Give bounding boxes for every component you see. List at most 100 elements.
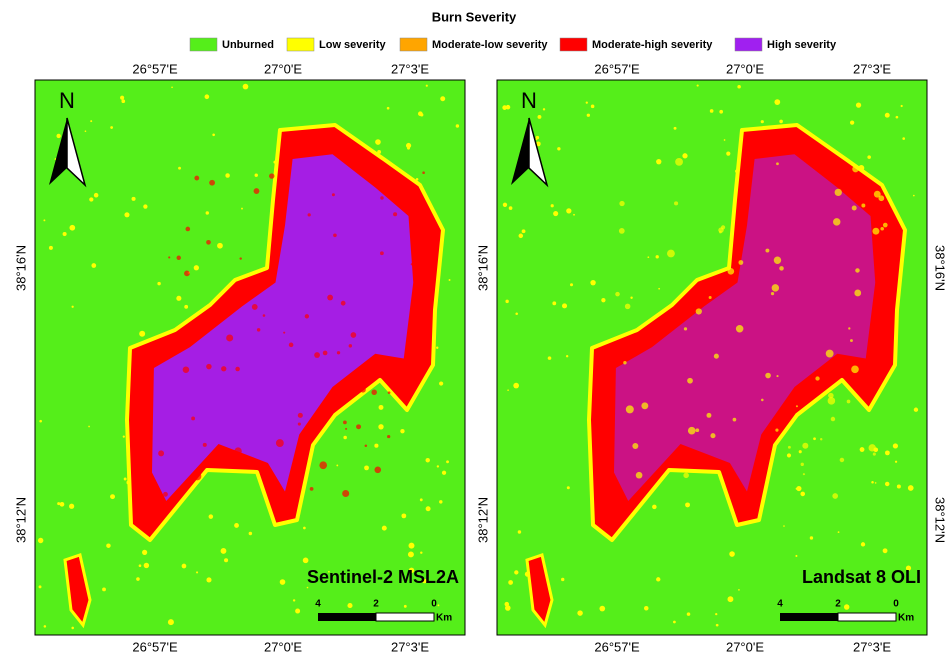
speck bbox=[709, 109, 714, 113]
burn-speck bbox=[851, 365, 859, 374]
speck bbox=[774, 99, 781, 105]
scale-label: 0 bbox=[431, 599, 437, 610]
north-arrow-right bbox=[528, 117, 549, 188]
longitude-label: 27°0'E bbox=[264, 639, 302, 654]
speck bbox=[884, 481, 890, 487]
speck bbox=[69, 224, 76, 231]
burn-speck bbox=[206, 239, 211, 245]
burn-speck bbox=[706, 412, 712, 418]
speck bbox=[122, 435, 125, 438]
burn-speck bbox=[800, 462, 804, 466]
burn-speck bbox=[342, 489, 350, 498]
speck bbox=[43, 625, 47, 628]
scale-label: 2 bbox=[373, 599, 379, 610]
speck bbox=[37, 537, 44, 544]
speck bbox=[328, 570, 330, 573]
speck bbox=[535, 135, 540, 140]
speck bbox=[517, 530, 522, 534]
speck bbox=[566, 208, 572, 214]
speck bbox=[48, 245, 53, 250]
speck bbox=[195, 571, 199, 574]
speck bbox=[905, 565, 912, 571]
burn-speck bbox=[176, 255, 181, 260]
burn-speck bbox=[340, 390, 343, 393]
legend-label: Moderate-low severity bbox=[432, 39, 548, 51]
burn-speck bbox=[380, 196, 384, 200]
burn-speck bbox=[262, 314, 266, 317]
speck bbox=[136, 577, 140, 581]
speck bbox=[843, 604, 850, 610]
burn-speck bbox=[343, 420, 347, 425]
burn-speck bbox=[795, 405, 798, 408]
speck bbox=[375, 139, 381, 145]
speck bbox=[439, 500, 443, 504]
burn-speck bbox=[852, 165, 859, 173]
scale-bar-light bbox=[375, 612, 435, 622]
speck bbox=[378, 424, 384, 430]
legend-swatch bbox=[559, 37, 588, 52]
speck bbox=[88, 425, 90, 428]
speck bbox=[184, 304, 189, 309]
speck bbox=[138, 564, 142, 568]
speck bbox=[102, 587, 106, 592]
speck bbox=[508, 580, 514, 585]
burn-speck bbox=[827, 397, 836, 405]
burn-speck bbox=[851, 205, 857, 211]
speck bbox=[306, 586, 309, 589]
speck bbox=[441, 470, 447, 475]
speck bbox=[292, 599, 296, 602]
speck bbox=[783, 525, 785, 527]
speck bbox=[436, 346, 439, 349]
speck bbox=[446, 460, 449, 464]
speck bbox=[38, 585, 42, 589]
speck bbox=[737, 85, 741, 89]
speck bbox=[302, 557, 309, 564]
speck bbox=[913, 407, 919, 412]
burn-speck bbox=[828, 392, 834, 399]
burn-speck bbox=[251, 304, 258, 310]
burn-speck bbox=[765, 372, 771, 379]
speck bbox=[894, 460, 898, 463]
burn-speck bbox=[415, 261, 422, 268]
burn-speck bbox=[307, 213, 311, 217]
speck bbox=[849, 120, 855, 125]
speck bbox=[336, 464, 339, 467]
burn-speck bbox=[182, 366, 190, 373]
speck bbox=[566, 486, 570, 490]
burn-core bbox=[152, 154, 414, 501]
burn-speck bbox=[695, 308, 702, 315]
longitude-label: 26°57'E bbox=[132, 639, 178, 654]
speck bbox=[408, 542, 415, 549]
burn-speck bbox=[873, 190, 881, 198]
speck bbox=[405, 142, 412, 149]
north-arrow-left bbox=[49, 118, 67, 185]
speck bbox=[71, 626, 74, 630]
speck bbox=[417, 111, 423, 117]
burn-speck bbox=[624, 303, 631, 310]
speck bbox=[437, 604, 440, 607]
burn-speck bbox=[635, 471, 643, 479]
longitude-label: 26°57'E bbox=[132, 61, 178, 76]
burn-speck bbox=[872, 452, 876, 456]
speck bbox=[796, 485, 802, 492]
legend-label: Unburned bbox=[222, 39, 274, 51]
speck bbox=[217, 242, 223, 249]
speck bbox=[425, 84, 428, 87]
burn-speck bbox=[846, 399, 851, 404]
burn-speck bbox=[163, 491, 168, 497]
burn-speck bbox=[675, 157, 683, 166]
speck bbox=[537, 114, 542, 119]
speck bbox=[658, 287, 661, 290]
burn-speck bbox=[350, 332, 357, 338]
speck bbox=[206, 577, 212, 583]
speck bbox=[723, 139, 726, 141]
speck bbox=[507, 389, 509, 391]
legend-title: Burn Severity bbox=[432, 9, 517, 24]
burn-speck bbox=[422, 171, 425, 175]
speck bbox=[874, 482, 877, 484]
burn-speck bbox=[319, 406, 328, 415]
speck bbox=[738, 589, 740, 591]
corner-burn bbox=[63, 553, 92, 629]
burn-speck bbox=[868, 444, 876, 452]
burn-speck bbox=[371, 389, 377, 395]
